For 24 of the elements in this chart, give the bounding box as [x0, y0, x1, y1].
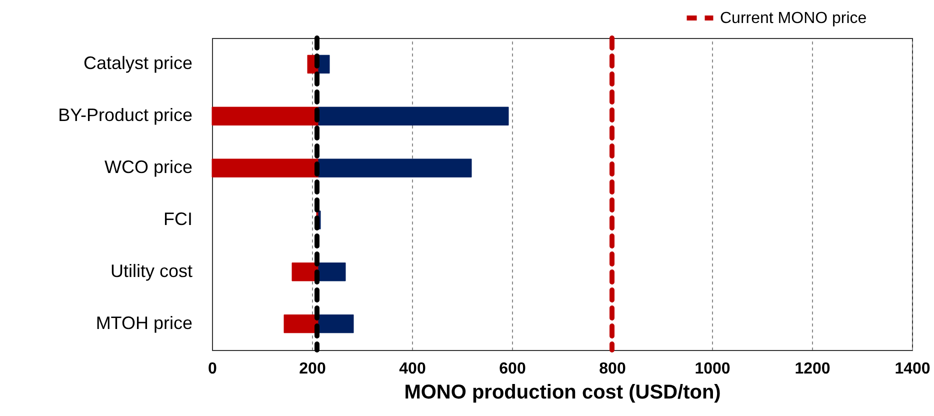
y-tick-label: MTOH price	[96, 312, 192, 333]
y-tick-label: BY-Product price	[58, 105, 192, 126]
x-tick-label: 1200	[794, 360, 830, 378]
x-tick-label: 1000	[694, 360, 730, 378]
bar	[318, 314, 354, 334]
legend-label: Current MONO price	[720, 10, 867, 27]
x-axis-title: MONO production cost (USD/ton)	[404, 382, 721, 404]
x-tick-label: 200	[299, 360, 326, 378]
bar	[318, 54, 330, 74]
x-tick-label: 600	[499, 360, 526, 378]
x-tick-label: 0	[208, 360, 218, 378]
x-tick-label: 1400	[894, 360, 930, 378]
bar	[318, 262, 346, 282]
bar	[284, 314, 319, 334]
y-tick-label: Utility cost	[110, 260, 192, 281]
bar	[212, 106, 319, 126]
y-tick-label: Catalyst price	[83, 53, 192, 74]
bar	[212, 158, 319, 178]
y-tick-label: FCI	[164, 208, 192, 229]
x-tick-label: 800	[599, 360, 626, 378]
y-tick-label: WCO price	[104, 157, 192, 178]
bar	[318, 106, 509, 126]
x-tick-label: 400	[399, 360, 426, 378]
bar	[318, 158, 472, 178]
